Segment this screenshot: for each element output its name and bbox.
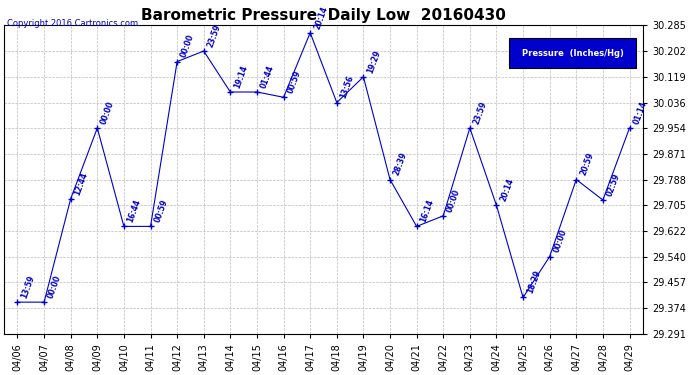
Text: 20:14: 20:14 — [499, 177, 515, 203]
Text: 13:56: 13:56 — [339, 75, 355, 100]
Text: 00:00: 00:00 — [552, 228, 569, 254]
Text: 00:59: 00:59 — [152, 198, 169, 224]
Text: 00:00: 00:00 — [445, 188, 462, 213]
Text: Copyright 2016 Cartronics.com: Copyright 2016 Cartronics.com — [7, 19, 138, 28]
Text: 19:14: 19:14 — [233, 64, 249, 90]
Text: 00:00: 00:00 — [99, 100, 116, 126]
Title: Barometric Pressure  Daily Low  20160430: Barometric Pressure Daily Low 20160430 — [141, 8, 506, 23]
Text: 18:29: 18:29 — [525, 269, 542, 295]
Text: 02:59: 02:59 — [605, 172, 622, 198]
Text: 16:14: 16:14 — [419, 198, 435, 224]
Text: 01:14: 01:14 — [631, 100, 649, 126]
Text: 00:00: 00:00 — [179, 33, 196, 59]
Text: 13:59: 13:59 — [19, 274, 37, 300]
Text: 23:59: 23:59 — [206, 23, 223, 48]
Text: 00:59: 00:59 — [286, 69, 302, 95]
Text: 12:44: 12:44 — [73, 171, 90, 196]
Text: 28:39: 28:39 — [392, 151, 409, 177]
Text: 23:59: 23:59 — [472, 100, 489, 126]
Text: 00:00: 00:00 — [46, 274, 63, 300]
Text: 01:44: 01:44 — [259, 64, 276, 90]
FancyBboxPatch shape — [509, 38, 636, 69]
Text: Pressure  (Inches/Hg): Pressure (Inches/Hg) — [522, 48, 624, 57]
Text: 20:14: 20:14 — [313, 4, 329, 30]
Text: 19:29: 19:29 — [366, 48, 382, 74]
Text: 20:59: 20:59 — [578, 152, 595, 177]
Text: 16:44: 16:44 — [126, 198, 143, 224]
